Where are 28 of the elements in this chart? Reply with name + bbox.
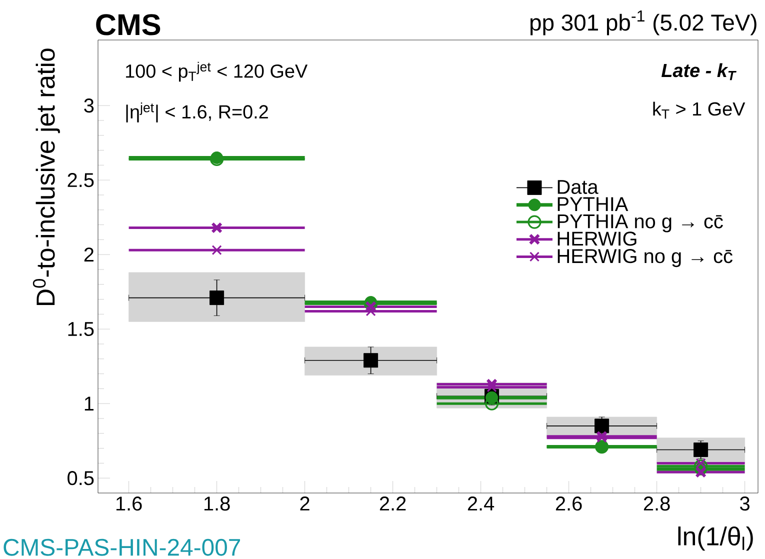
- x-tick-label: 2: [300, 496, 310, 510]
- x-tick-label: 2.2: [380, 496, 406, 510]
- y-tick-label: 2: [84, 248, 94, 262]
- text: CMS-PAS-HIN-24-007: [4, 538, 240, 556]
- x-tick-label: 2.6: [556, 496, 582, 511]
- annotation: |η$^{jet}$| < 1.6, R=0.2: [126, 102, 268, 122]
- x-tick-label: 1.6: [116, 496, 142, 511]
- x-tick-label: 3: [740, 496, 750, 511]
- x-tick-label: 1.8: [204, 496, 230, 511]
- y-tick-label: 1.5: [68, 322, 94, 336]
- legend-label: Data: [558, 180, 598, 194]
- chart-subtitle: pp 301 pb$^{-1}$ (5.02 TeV): [530, 10, 756, 36]
- legend-label: HERWIG no g → cc̄: [558, 249, 732, 268]
- annotation: k$_{T}$ > 1 GeV: [653, 102, 746, 119]
- y-tick-label: 3: [84, 98, 94, 113]
- x-axis-title: ln(1/θ$_{l}$): [678, 526, 753, 551]
- x-tick-label: 2.4: [468, 496, 494, 510]
- annotation: Late - k$_{T}$: [662, 63, 736, 80]
- legend-label: PYTHIA: [558, 197, 628, 211]
- y-tick-label: 1: [84, 396, 94, 410]
- y-axis-title: D$^{0}$-to-inclusive jet ratio: [32, 48, 60, 306]
- legend-label: PYTHIA no g → cc̄: [558, 214, 723, 232]
- x-tick-label: 2.8: [644, 496, 670, 511]
- y-tick-label: 0.5: [68, 471, 94, 486]
- legend-label: HERWIG: [558, 232, 636, 246]
- y-tick-label: 2.5: [68, 173, 94, 188]
- annotation: 100 < p$_{T}$$^{jet}$ < 120 GeV: [126, 62, 308, 82]
- chart-title: CMS: [96, 14, 160, 36]
